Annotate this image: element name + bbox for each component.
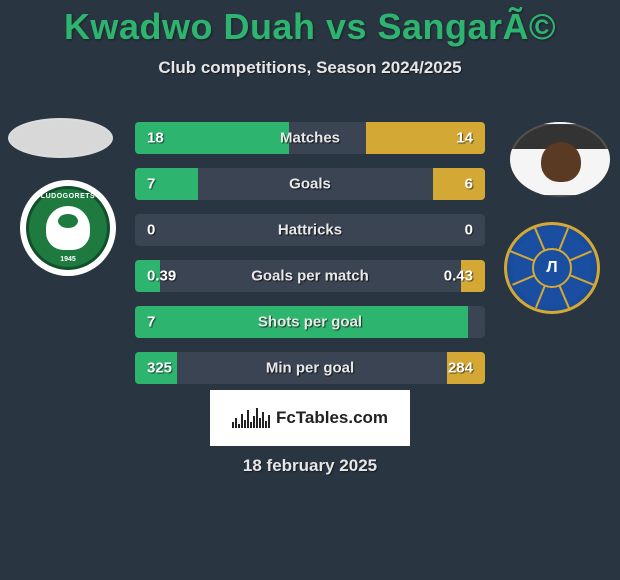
stats-table: 18 14 Matches 7 6 Goals 0 0 Hattricks 0.39 0.43 Goa… [135, 122, 485, 398]
player-left-avatar [8, 118, 113, 158]
stat-row: 0 0 Hattricks [135, 214, 485, 246]
club-left-name: LUDOGORETS [41, 193, 95, 200]
stat-value-left: 0 [147, 222, 155, 239]
stat-row: 18 14 Matches [135, 122, 485, 154]
stat-value-left: 7 [147, 314, 155, 331]
bar-right [433, 168, 486, 200]
stat-value-right: 6 [465, 176, 473, 193]
eagle-icon [46, 206, 90, 250]
player-right-avatar [510, 122, 610, 197]
branding-bars-icon [232, 408, 270, 428]
stat-row: 0.39 0.43 Goals per match [135, 260, 485, 292]
stat-value-left: 325 [147, 360, 172, 377]
date-label: 18 february 2025 [243, 456, 377, 476]
stat-label: Shots per goal [258, 314, 362, 331]
stat-value-left: 0.39 [147, 268, 176, 285]
stat-row: 7 Shots per goal [135, 306, 485, 338]
stat-label: Min per goal [266, 360, 354, 377]
branding-text: FcTables.com [276, 408, 388, 428]
stat-label: Goals [289, 176, 331, 193]
stat-value-right: 284 [448, 360, 473, 377]
stat-value-left: 18 [147, 130, 164, 147]
stat-value-right: 14 [456, 130, 473, 147]
club-left-year: 1945 [60, 256, 76, 263]
stat-value-right: 0.43 [444, 268, 473, 285]
stat-row: 325 284 Min per goal [135, 352, 485, 384]
stat-value-left: 7 [147, 176, 155, 193]
comparison-subtitle: Club competitions, Season 2024/2025 [0, 58, 620, 78]
stat-row: 7 6 Goals [135, 168, 485, 200]
club-right-letter: Л [532, 248, 572, 288]
stat-label: Hattricks [278, 222, 342, 239]
bar-left [135, 168, 198, 200]
stat-label: Matches [280, 130, 340, 147]
club-right-badge: Л [504, 222, 600, 314]
branding-badge: FcTables.com [210, 390, 410, 446]
comparison-title: Kwadwo Duah vs SangarÃ© [0, 0, 620, 48]
stat-label: Goals per match [251, 268, 369, 285]
club-left-badge: LUDOGORETS 1945 [20, 180, 116, 276]
stat-value-right: 0 [465, 222, 473, 239]
